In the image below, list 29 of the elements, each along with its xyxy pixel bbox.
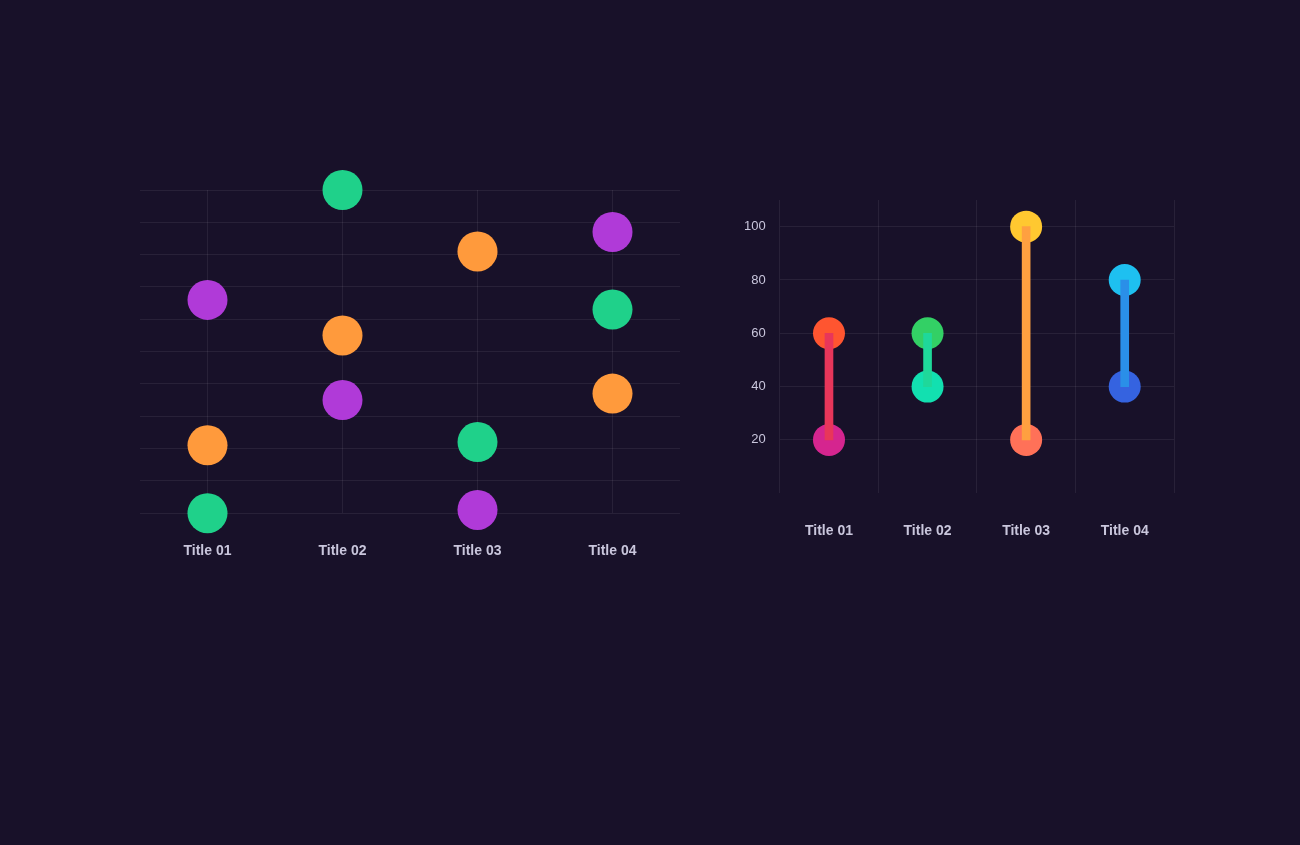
point (592, 212, 633, 253)
point (322, 170, 363, 210)
point (322, 315, 363, 356)
point (592, 373, 633, 414)
point (187, 279, 228, 320)
point (457, 231, 498, 272)
x-tick-label: Title 02 (318, 542, 367, 559)
y-tick-label: 60 (751, 324, 766, 340)
point (457, 489, 498, 530)
bar (824, 332, 834, 441)
y-tick-label: 100 (743, 218, 766, 234)
y-tick-label: 40 (751, 378, 766, 394)
x-tick-label: Title 03 (1002, 522, 1051, 539)
point (187, 493, 228, 534)
bar (1021, 226, 1031, 441)
x-tick-label: Title 01 (804, 522, 854, 539)
y-tick-label: 80 (751, 271, 766, 287)
point (457, 422, 498, 463)
point (592, 289, 633, 330)
y-tick-label: 20 (751, 431, 766, 447)
x-tick-label: Title 03 (453, 542, 502, 559)
x-tick-label: Title 02 (903, 522, 952, 539)
x-tick-label: Title 04 (1100, 522, 1149, 539)
bar (1120, 279, 1130, 387)
point (187, 425, 228, 466)
x-tick-label: Title 04 (588, 542, 637, 559)
bar (923, 332, 932, 387)
x-tick-label: Title 01 (183, 542, 232, 559)
point (322, 380, 363, 421)
